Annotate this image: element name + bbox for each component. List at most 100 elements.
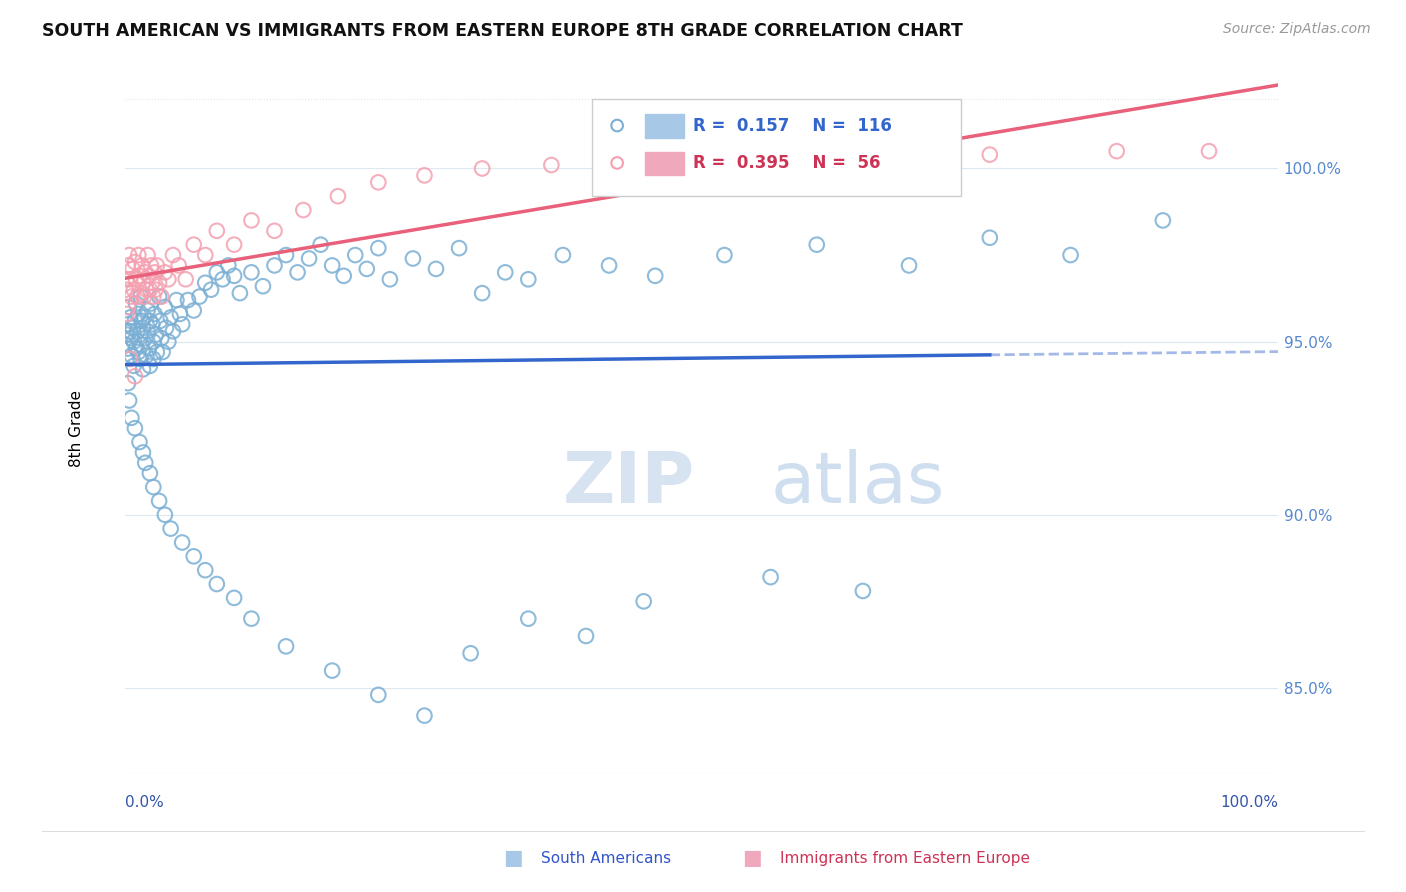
Point (121, 261, 143, 276)
Point (135, 349, 157, 363)
Point (852, 584, 875, 599)
Point (165, 293, 187, 307)
Point (117, 259, 139, 273)
Point (125, 296, 148, 310)
Point (274, 640, 297, 654)
Point (551, 248, 574, 262)
Point (145, 327, 167, 342)
Point (194, 563, 217, 577)
Point (309, 237, 332, 252)
Point (183, 237, 205, 252)
Point (263, 259, 285, 273)
Point (172, 318, 194, 332)
Point (621, 154, 644, 169)
Text: 0.0%: 0.0% (125, 796, 163, 810)
Point (356, 261, 378, 276)
Point (129, 351, 152, 366)
Point (898, 259, 921, 273)
Point (127, 248, 149, 262)
Point (129, 290, 152, 304)
Point (117, 300, 139, 314)
Point (224, 591, 246, 605)
Point (979, 231, 1001, 245)
Point (134, 290, 156, 304)
Text: Source: ZipAtlas.com: Source: ZipAtlas.com (1223, 22, 1371, 37)
Point (120, 290, 142, 304)
Point (188, 290, 211, 304)
Point (148, 276, 170, 290)
Point (153, 508, 176, 522)
Point (471, 161, 494, 176)
Point (120, 349, 142, 363)
Point (159, 310, 181, 325)
Point (321, 259, 343, 273)
Point (132, 320, 155, 334)
Point (205, 224, 228, 238)
Point (131, 314, 153, 328)
Point (117, 376, 139, 391)
Point (167, 259, 190, 273)
Point (240, 213, 263, 227)
Point (120, 331, 142, 345)
Text: atlas: atlas (770, 449, 945, 518)
Point (252, 279, 274, 293)
Point (162, 248, 184, 262)
Point (124, 314, 146, 328)
Point (128, 435, 150, 450)
Point (425, 261, 447, 276)
Point (118, 248, 141, 262)
Point (118, 300, 141, 314)
Point (142, 480, 165, 494)
Point (115, 327, 138, 342)
Point (142, 334, 165, 349)
Point (136, 248, 159, 262)
Point (413, 708, 436, 723)
Point (183, 549, 205, 564)
Text: 8th Grade: 8th Grade (69, 390, 83, 467)
Point (174, 272, 197, 286)
Point (152, 345, 174, 359)
Point (127, 324, 149, 338)
Point (852, 151, 875, 165)
Point (326, 189, 349, 203)
Point (139, 467, 162, 481)
Point (205, 577, 228, 591)
Point (224, 268, 246, 283)
Text: R =  0.157    N =  116: R = 0.157 N = 116 (693, 117, 893, 135)
Point (402, 252, 425, 266)
Point (159, 522, 181, 536)
Point (153, 265, 176, 279)
Point (378, 272, 401, 286)
Point (494, 265, 516, 279)
Point (471, 286, 494, 301)
Point (132, 362, 155, 376)
Point (240, 612, 263, 626)
Point (146, 259, 169, 273)
Point (120, 324, 142, 338)
Point (367, 241, 389, 255)
FancyBboxPatch shape (645, 152, 685, 176)
Point (449, 241, 471, 255)
Text: South Americans: South Americans (541, 851, 672, 865)
Point (136, 324, 159, 338)
Point (120, 310, 142, 325)
Point (979, 147, 1001, 161)
Point (121, 320, 143, 334)
Point (143, 307, 166, 321)
Point (143, 265, 166, 279)
Point (287, 265, 309, 279)
Point (274, 248, 297, 262)
Point (229, 286, 252, 301)
Point (344, 248, 367, 262)
Point (134, 310, 156, 325)
Point (321, 664, 343, 678)
Text: ■: ■ (503, 848, 523, 868)
Point (124, 255, 146, 269)
Point (194, 276, 217, 290)
Point (127, 307, 149, 321)
Point (114, 338, 136, 352)
Point (806, 237, 828, 252)
Point (413, 169, 436, 183)
Point (120, 272, 142, 286)
Point (132, 276, 155, 290)
